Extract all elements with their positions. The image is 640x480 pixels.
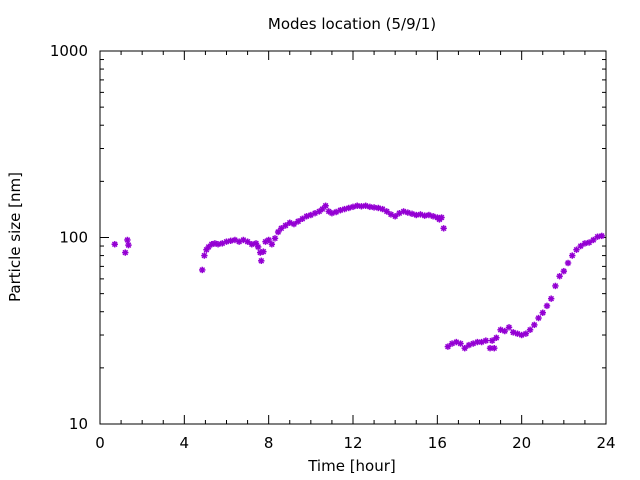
data-point — [254, 243, 262, 251]
plot-frame — [99, 50, 607, 425]
data-point — [122, 249, 129, 256]
data-point — [258, 257, 265, 265]
data-point — [274, 228, 282, 236]
data-points — [111, 202, 605, 352]
x-tick-label: 20 — [512, 434, 531, 452]
data-point — [526, 326, 534, 333]
x-axis-label: Time [hour] — [307, 457, 396, 475]
x-tick-label: 4 — [180, 434, 190, 452]
data-point — [111, 241, 118, 248]
data-point — [260, 248, 267, 255]
data-point — [535, 314, 542, 322]
data-point — [440, 225, 447, 232]
y-tick-label: 100 — [59, 229, 88, 247]
data-point — [531, 321, 538, 329]
data-point — [505, 324, 513, 331]
data-point — [383, 208, 390, 215]
data-point — [598, 232, 605, 240]
data-point — [522, 330, 530, 337]
x-tick-label: 24 — [596, 434, 615, 452]
data-point — [444, 343, 452, 350]
x-tick-label: 12 — [343, 434, 362, 452]
data-point — [569, 252, 576, 259]
x-tick-label: 16 — [428, 434, 447, 452]
data-point — [457, 340, 464, 347]
data-point — [573, 246, 580, 253]
data-point — [585, 239, 593, 246]
data-point — [124, 236, 131, 244]
data-point — [486, 344, 494, 352]
data-point — [265, 236, 272, 244]
data-point — [491, 344, 498, 352]
x-tick-label: 0 — [95, 434, 105, 452]
data-point — [552, 282, 559, 290]
data-point — [581, 240, 589, 247]
y-axis-label: Particle size [nm] — [6, 172, 24, 302]
data-point — [488, 337, 496, 344]
data-point — [268, 241, 276, 248]
data-point — [482, 337, 490, 344]
data-point — [577, 242, 584, 250]
data-point — [547, 295, 555, 302]
data-point — [413, 211, 420, 219]
data-point — [125, 241, 132, 249]
data-point — [556, 273, 563, 280]
data-point — [282, 222, 289, 229]
y-tick-label: 10 — [69, 415, 88, 433]
data-point — [469, 340, 477, 347]
data-point — [391, 213, 399, 220]
y-tick-label: 1000 — [50, 42, 88, 60]
data-point — [201, 252, 208, 259]
chart-title: Modes location (5/9/1) — [268, 15, 436, 33]
data-point — [564, 259, 572, 267]
data-point — [290, 220, 298, 228]
data-point — [294, 218, 302, 225]
data-point — [501, 327, 508, 335]
data-point — [493, 334, 500, 341]
data-point — [461, 344, 468, 352]
data-point — [199, 266, 206, 274]
x-tick-label: 8 — [264, 434, 274, 452]
data-point — [214, 241, 222, 248]
data-point — [560, 267, 568, 275]
data-point — [299, 215, 306, 222]
data-point — [543, 302, 551, 310]
data-point — [539, 309, 546, 316]
data-point — [244, 238, 251, 245]
data-point — [438, 214, 445, 221]
axis-ticks: 0 4 8 12 16 20 24 10 100 1000 — [50, 42, 616, 452]
data-point — [271, 235, 279, 242]
data-point — [278, 225, 285, 232]
data-point — [311, 209, 319, 217]
data-point — [322, 202, 329, 209]
